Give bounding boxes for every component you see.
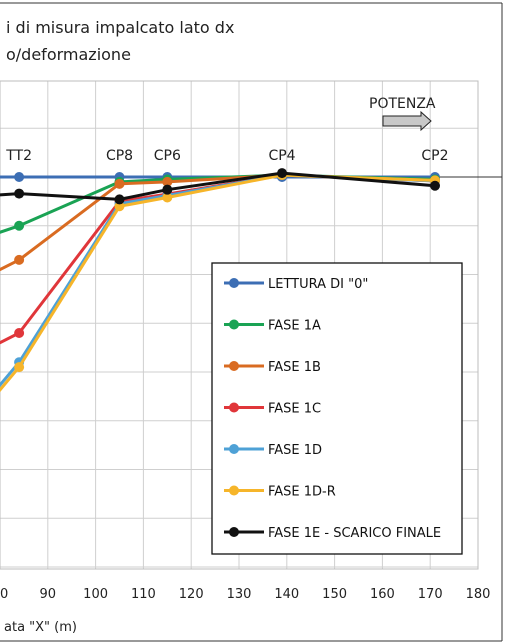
legend-marker (229, 444, 239, 454)
series-line (0, 173, 436, 272)
legend: LETTURA DI "0" FASE 1A FASE 1B FASE 1C FASE … (211, 262, 463, 555)
data-point (14, 362, 25, 373)
data-point (162, 176, 173, 187)
data-point (429, 180, 440, 191)
data-point (14, 172, 25, 182)
chart-title: i di misura impalcato lato dx o/deformaz… (6, 18, 234, 64)
point-label: CP8 (106, 148, 133, 164)
legend-marker (229, 485, 239, 496)
legend-marker (229, 527, 239, 537)
x-tick-label: 140 (274, 587, 299, 602)
point-label: CP4 (268, 148, 295, 164)
potenza-arrow-icon (382, 110, 432, 132)
x-tick-label: 150 (322, 587, 347, 602)
potenza-annotation: POTENZA (369, 96, 436, 132)
legend-label: FASE 1C (268, 402, 321, 417)
legend-entry: FASE 1A (224, 319, 321, 334)
data-point (114, 194, 125, 205)
legend-label: FASE 1D-R (268, 485, 336, 500)
potenza-label: POTENZA (369, 96, 436, 112)
point-labels: TT2 CP8 CP6 CP4 CP2 (5, 148, 448, 164)
legend-entry: FASE 1C (224, 402, 321, 417)
x-tick-label: 120 (179, 587, 204, 602)
legend-entry: FASE 1D-R (224, 485, 336, 500)
x-tick-label: 110 (131, 587, 156, 602)
legend-marker (229, 278, 239, 288)
title-line-2: o/deformazione (6, 45, 131, 64)
x-tick-label: 100 (83, 587, 108, 602)
legend-label: FASE 1A (268, 319, 321, 334)
x-tick-label: 0 (0, 587, 8, 602)
title-line-1: i di misura impalcato lato dx (6, 18, 234, 37)
data-point (14, 254, 25, 265)
legend-entry: FASE 1D (224, 443, 322, 458)
plot-area-border (0, 80, 479, 570)
x-axis-label: ata "X" (m) (4, 620, 77, 635)
series (0, 168, 440, 393)
legend-marker (229, 319, 239, 330)
series-group (0, 168, 440, 205)
data-point (162, 184, 173, 195)
legend-label: FASE 1E - SCARICO FINALE (268, 526, 441, 541)
x-tick-label: 160 (370, 587, 395, 602)
data-point (277, 168, 288, 179)
point-label: TT2 (5, 148, 32, 164)
legend-entry: LETTURA DI "0" (224, 277, 368, 292)
data-point (162, 192, 173, 203)
point-label: CP6 (154, 148, 181, 164)
legend-entry: FASE 1E - SCARICO FINALE (224, 526, 441, 541)
legend-marker (229, 402, 239, 413)
legend-label: FASE 1B (268, 360, 321, 375)
legend-entry: FASE 1B (224, 360, 321, 375)
legend-label: LETTURA DI "0" (268, 277, 368, 292)
data-point (114, 178, 125, 189)
data-point (14, 220, 25, 231)
data-point (14, 328, 25, 338)
legend-marker (229, 361, 239, 371)
x-tick-label: 130 (227, 587, 252, 602)
x-tick-label: 180 (466, 587, 491, 602)
data-point (14, 188, 25, 199)
x-ticks: 0 90 100 110 120 130 140 150 160 170 180 (0, 587, 490, 602)
point-label: CP2 (421, 148, 448, 164)
x-tick-label: 170 (418, 587, 443, 602)
legend-label: FASE 1D (268, 443, 322, 458)
x-tick-label: 90 (40, 587, 57, 602)
